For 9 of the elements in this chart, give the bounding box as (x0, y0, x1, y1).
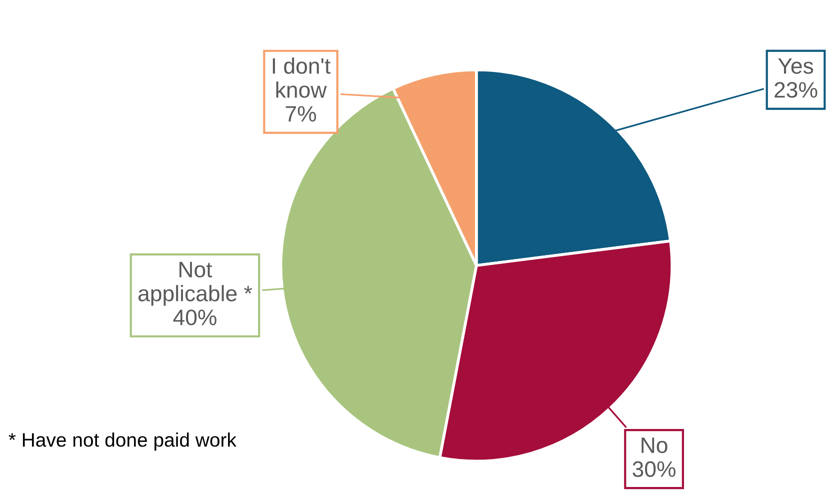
data-label: 40% (173, 310, 216, 326)
data-label: 30% (632, 461, 676, 478)
slice-label: I don't know (272, 58, 331, 98)
slice-label: Not applicable * (138, 262, 252, 306)
slice-label: No (642, 438, 668, 454)
data-label: 7% (286, 106, 316, 122)
text: * Have not done paid work (8, 432, 236, 451)
slice-label: Yes (778, 58, 814, 74)
data-label: 23% (774, 82, 818, 98)
